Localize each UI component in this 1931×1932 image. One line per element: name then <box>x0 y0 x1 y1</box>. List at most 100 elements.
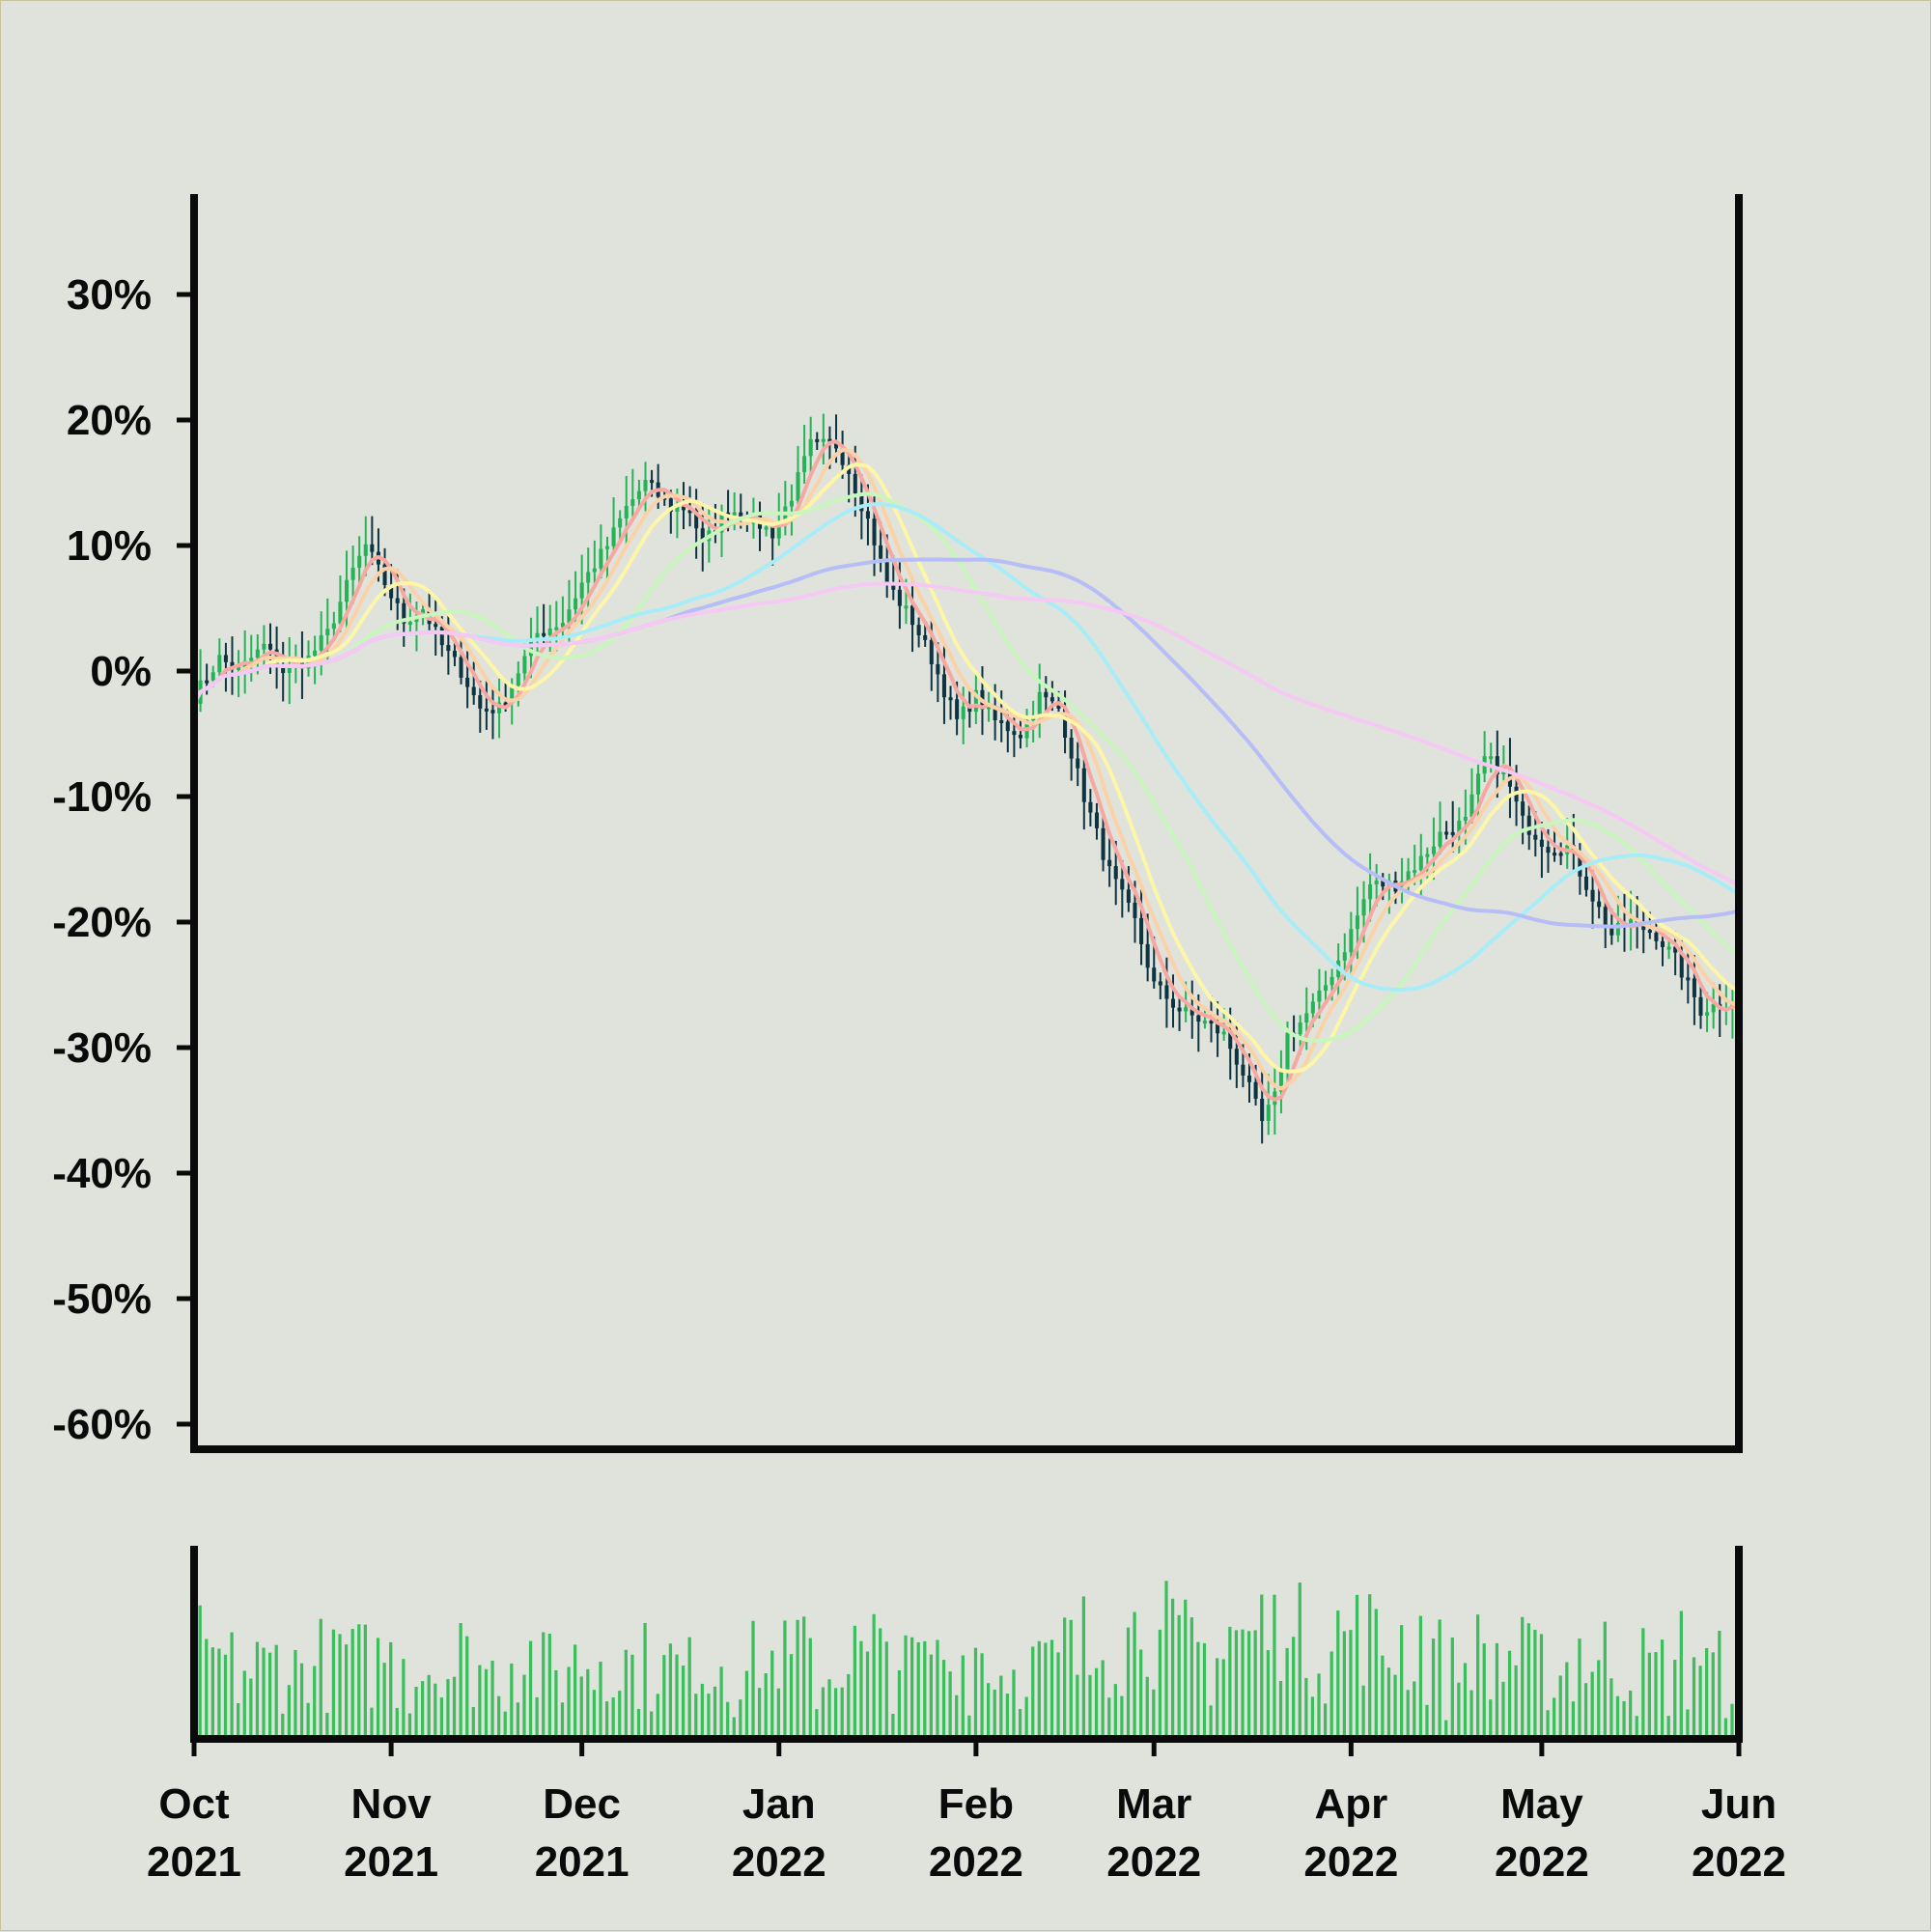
candle-body <box>1189 1007 1194 1016</box>
candle-body <box>1228 1031 1233 1050</box>
candle-body <box>223 655 228 662</box>
x-tick-label-year: 2022 <box>1303 1838 1398 1886</box>
volume-bar <box>751 1620 755 1739</box>
candle-body <box>1654 933 1659 941</box>
volume-bar <box>1386 1667 1391 1739</box>
volume-bar <box>1438 1619 1441 1739</box>
volume-bar <box>459 1623 462 1739</box>
candle-body <box>542 632 546 636</box>
candle-body <box>510 686 515 703</box>
candle-body <box>528 639 534 657</box>
volume-bar <box>427 1674 431 1739</box>
candle-body <box>650 480 655 484</box>
volume-bar <box>789 1654 794 1739</box>
volume-bar <box>490 1661 494 1739</box>
volume-bar <box>993 1689 996 1739</box>
candle-body <box>1317 991 1322 1002</box>
volume-bar <box>1133 1611 1136 1739</box>
volume-bar <box>516 1702 520 1739</box>
candle-body <box>859 492 864 512</box>
candle-body <box>891 583 896 590</box>
volume-bar <box>542 1632 546 1739</box>
volume-bar <box>554 1669 558 1739</box>
volume-bar <box>1184 1599 1188 1739</box>
volume-bar <box>891 1714 895 1739</box>
candle-body <box>255 649 260 658</box>
x-tick-label-year: 2021 <box>344 1838 438 1886</box>
candle-body <box>1590 889 1595 902</box>
volume-bar <box>840 1687 844 1739</box>
candle-body <box>1381 880 1385 887</box>
volume-bar <box>1298 1582 1301 1739</box>
y-tick-label: 30% <box>67 271 152 319</box>
candle-body <box>547 628 552 635</box>
volume-bar <box>478 1665 482 1739</box>
volume-bar <box>1590 1671 1594 1739</box>
candle-body <box>434 624 438 628</box>
volume-bar <box>319 1618 322 1739</box>
volume-bar <box>865 1651 870 1739</box>
volume-bar <box>421 1681 425 1739</box>
volume-bar <box>1450 1638 1454 1739</box>
moving-average-lines <box>192 439 1741 1102</box>
candle-body <box>897 589 902 606</box>
volume-bar <box>287 1685 291 1739</box>
volume-bar <box>662 1655 666 1739</box>
candle-body <box>910 605 915 626</box>
candle-body <box>770 526 775 539</box>
candle-body <box>579 582 584 599</box>
volume-bar <box>1641 1628 1645 1739</box>
volume-bar <box>624 1649 628 1739</box>
volume-bar <box>217 1648 221 1739</box>
volume-bar <box>1660 1639 1665 1739</box>
candle-body <box>1323 985 1329 992</box>
y-tick-label: 20% <box>67 397 152 444</box>
candle-body <box>700 528 705 542</box>
volume-bar <box>936 1639 939 1739</box>
volume-bar <box>707 1694 711 1739</box>
candle-body <box>1711 1004 1716 1013</box>
volume-bar <box>198 1605 202 1739</box>
volume-bar <box>1349 1630 1353 1739</box>
candle-body <box>999 719 1004 723</box>
candle-body <box>1285 1032 1290 1072</box>
candle-body <box>1463 816 1468 821</box>
x-tick-label-year: 2021 <box>535 1838 630 1886</box>
candle-body <box>1107 859 1112 867</box>
candle-body <box>331 623 336 630</box>
candle-body <box>1425 854 1430 857</box>
volume-bar <box>618 1691 622 1739</box>
candle-body <box>319 635 323 651</box>
candle-body <box>599 548 603 569</box>
x-tick-label-month: Nov <box>351 1780 433 1828</box>
candle-body <box>1101 827 1105 860</box>
volume-bar <box>452 1676 457 1739</box>
volume-bar <box>331 1629 336 1739</box>
volume-bar <box>1196 1641 1200 1739</box>
volume-bar <box>1113 1684 1117 1739</box>
volume-bar <box>948 1671 952 1739</box>
volume-bar <box>363 1624 367 1739</box>
volume-bar <box>815 1709 819 1739</box>
volume-bar <box>376 1638 380 1739</box>
candle-body <box>884 558 889 584</box>
candle-body <box>484 708 489 712</box>
volume-bar <box>1558 1675 1562 1739</box>
volume-bar <box>344 1644 349 1739</box>
candle-body <box>1603 907 1608 927</box>
candle-body <box>636 490 641 500</box>
candle-body <box>1145 943 1150 968</box>
volume-bar <box>859 1640 863 1739</box>
candle-body <box>567 609 572 624</box>
candle-body <box>865 511 870 519</box>
volume-bar <box>783 1620 787 1739</box>
volume-bar <box>802 1616 806 1739</box>
volume-bar <box>242 1670 246 1739</box>
volume-bar <box>1393 1674 1397 1739</box>
candle-body <box>1526 815 1531 835</box>
candle-body <box>1349 929 1354 953</box>
candle-body <box>1533 834 1538 840</box>
volume-bar <box>370 1707 374 1739</box>
volume-bar <box>668 1643 673 1739</box>
candle-body <box>459 657 463 678</box>
